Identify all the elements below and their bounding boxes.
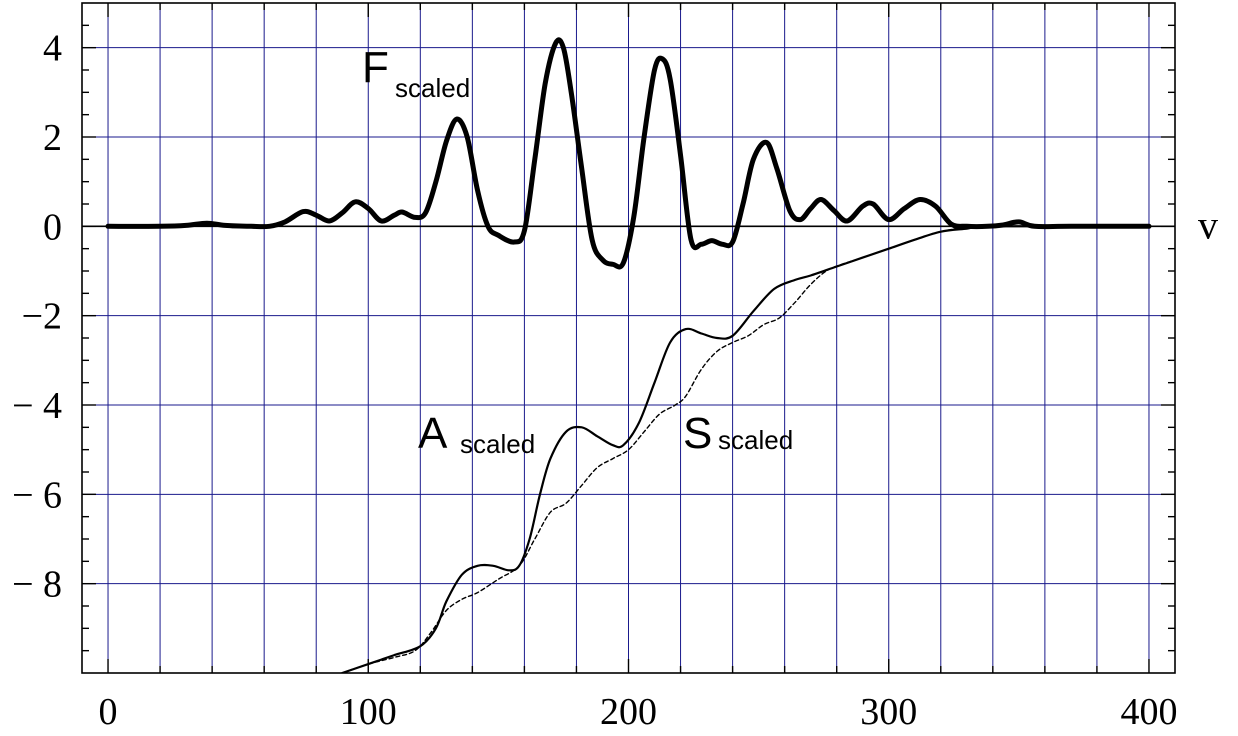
curve-label-sub: scaled — [395, 73, 470, 103]
x-tick-labels: 0 100 200 300 400 — [99, 691, 1178, 733]
curve-label-main: F — [362, 43, 389, 92]
y-tick-label: 0 — [43, 206, 62, 248]
x-tick-label: 400 — [1120, 691, 1177, 733]
grid-lines — [82, 3, 1175, 673]
curve-label-sub: scaled — [718, 425, 793, 455]
y-tick-labels: 4 2 0 −2 − 4 − 6 − 8 — [12, 28, 62, 606]
series-line-s — [341, 225, 1150, 673]
y-tick-label: − 8 — [12, 564, 62, 606]
x-tick-label: 0 — [99, 691, 118, 733]
y-tick-label: −2 — [22, 296, 62, 338]
y-tick-label: − 6 — [12, 474, 62, 516]
x-tick-label: 200 — [600, 691, 657, 733]
curve-label-main: A — [418, 409, 448, 458]
y-tick-label: 4 — [43, 28, 62, 70]
x-axis-end-label: v — [1198, 202, 1218, 247]
axis-ticks — [82, 3, 1175, 673]
series-line-f — [105, 37, 1152, 270]
curve-label-main: S — [683, 409, 712, 458]
y-tick-label: − 4 — [12, 385, 62, 427]
curve-label-sub: scaled — [460, 429, 535, 459]
y-tick-label: 2 — [43, 117, 62, 159]
curves — [105, 37, 1152, 673]
x-tick-label: 100 — [340, 691, 397, 733]
x-tick-label: 300 — [860, 691, 917, 733]
